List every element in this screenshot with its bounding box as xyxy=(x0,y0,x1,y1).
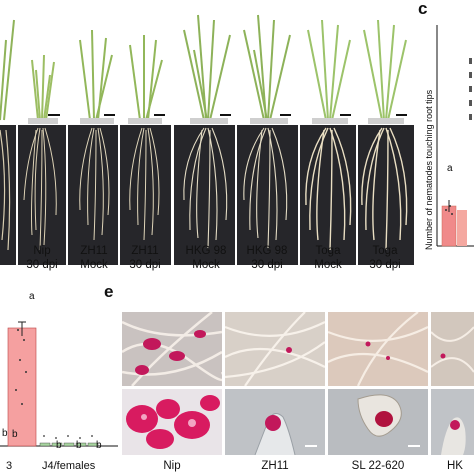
panel-letter-e: e xyxy=(104,282,114,301)
caption-hkg98-30dpi: HKG 98 30 dpi xyxy=(246,245,288,271)
bottom-sig-b-2: b xyxy=(12,429,18,440)
micro-nip-bottom xyxy=(122,389,222,455)
caption-e-sl: SL 22-620 xyxy=(351,460,405,472)
micro-zh11-top xyxy=(225,312,325,386)
bottom-sig-b-4: b xyxy=(76,440,82,451)
micro-sl-top xyxy=(328,312,428,386)
panel-c-chart xyxy=(436,25,474,247)
micro-hk-bottom xyxy=(431,389,474,455)
bottom-sig-b-3: b xyxy=(56,440,62,451)
bar-j4-females-tall xyxy=(7,327,37,447)
bottom-sig-a: a xyxy=(29,291,35,302)
micro-hk-top xyxy=(431,312,474,386)
photo-plant-nip-30dpi xyxy=(18,0,66,265)
panel-c-sig-letter: a xyxy=(447,163,453,174)
micro-nip-top xyxy=(122,312,222,386)
caption-e-hk: HK xyxy=(447,460,463,472)
photo-plant-toga-group xyxy=(300,0,414,265)
photo-plant-hkg98-group xyxy=(174,0,298,265)
bottom-sig-b-5: b xyxy=(96,440,102,451)
panel-c-ylabel: Number of nematodes touching root tips xyxy=(424,89,434,250)
bottom-left-chart xyxy=(0,321,118,447)
caption-e-nip: Nip xyxy=(163,460,181,472)
panel-c-bar-pink-2 xyxy=(457,210,467,246)
micro-zh11-bottom xyxy=(225,389,325,455)
caption-zh11-30dpi: ZH11 30 dpi xyxy=(129,245,161,271)
caption-zh11-mock: ZH11 Mock xyxy=(80,245,108,271)
caption-nip-30dpi: Nip 30 dpi xyxy=(26,245,58,271)
caption-e-zh11: ZH11 xyxy=(261,460,289,472)
panel-letter-c: c xyxy=(418,0,428,18)
caption-toga-mock: Toga Mock xyxy=(314,245,342,271)
bottom-xlabel-fragment: 3 xyxy=(6,460,13,472)
caption-toga-30dpi: Toga 30 dpi xyxy=(369,245,401,271)
photo-plant-partial-left xyxy=(0,0,16,265)
bottom-sig-b-1: b xyxy=(2,428,8,439)
micro-sl-bottom xyxy=(328,389,428,455)
bottom-xlabel-j4: J4/females xyxy=(42,460,96,472)
caption-hkg98-mock: HKG 98 Mock xyxy=(185,245,227,271)
photo-plant-zh11-group xyxy=(68,0,171,265)
